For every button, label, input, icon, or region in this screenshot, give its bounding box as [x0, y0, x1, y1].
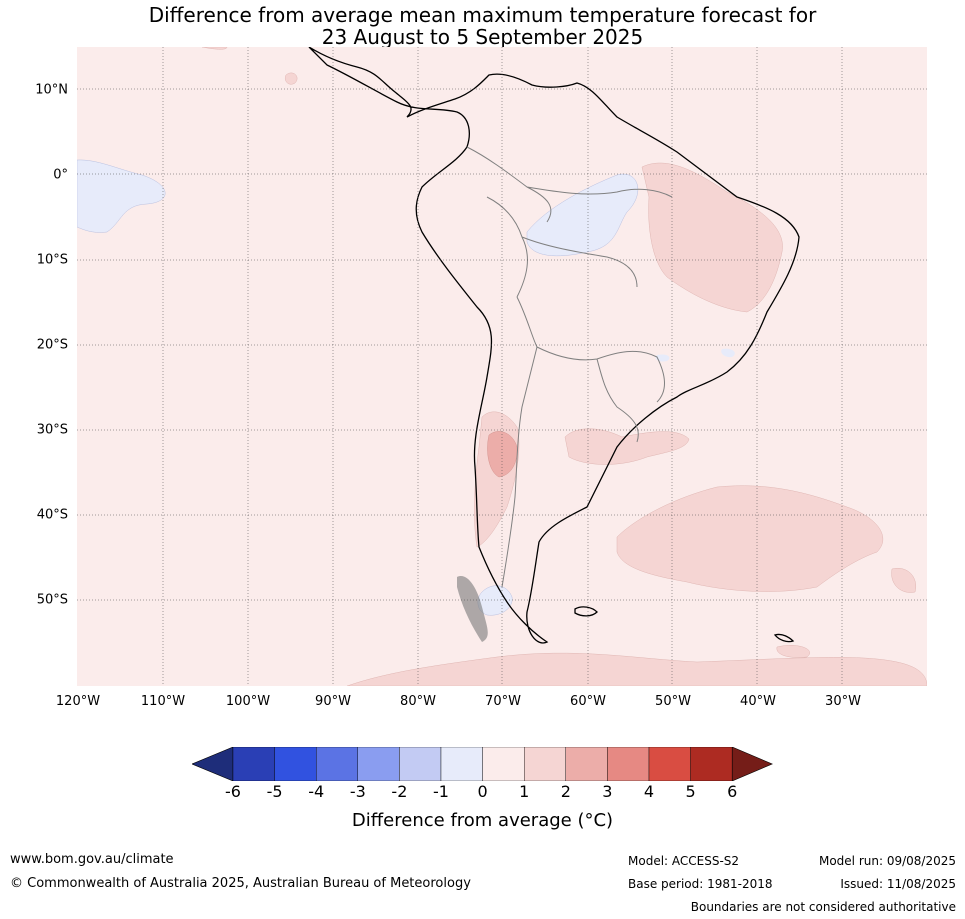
lat-label-50s: 50°S	[36, 592, 68, 608]
colorbar-segment	[565, 746, 608, 782]
colorbar-segment	[357, 746, 400, 782]
colorbar-tick-label: -1	[433, 782, 449, 801]
lon-label-70w: 70°W	[485, 694, 521, 709]
model-run-text: Model run: 09/08/2025	[818, 854, 956, 868]
colorbar-segment	[648, 746, 691, 782]
lon-label-90w: 90°W	[315, 694, 351, 709]
copyright-text: © Commonwealth of Australia 2025, Austra…	[10, 876, 471, 891]
base-period-text: Base period: 1981-2018	[628, 877, 773, 891]
colorbar	[191, 746, 774, 782]
cool-patch-pacific	[77, 159, 166, 233]
colorbar-tick-label: 5	[685, 782, 696, 801]
colorbar-tick-label: 1	[519, 782, 530, 801]
coastline-south-america	[308, 47, 800, 644]
colorbar-tick-label: 4	[643, 782, 655, 801]
website-link[interactable]: www.bom.gov.au/climate	[10, 852, 174, 867]
colorbar-tick-label: 2	[560, 782, 571, 801]
lon-label-110w: 110°W	[140, 694, 186, 709]
colorbar-segment	[482, 746, 525, 782]
colorbar-tick-label: -5	[266, 782, 283, 801]
colorbar-segment	[232, 746, 275, 782]
south-georgia	[773, 633, 795, 643]
graticule	[77, 47, 927, 686]
colorbar-segment	[274, 746, 317, 782]
lon-label-80w: 80°W	[400, 694, 436, 709]
colorbar-segment	[607, 746, 650, 782]
warm-patch-central-chile	[487, 431, 518, 478]
title-line-2: 23 August to 5 September 2025	[321, 25, 644, 49]
lat-label-30s: 30°S	[36, 422, 68, 438]
lon-label-100w: 100°W	[225, 694, 271, 709]
colorbar-extend-high	[731, 746, 773, 782]
colorbar-tick-label: -6	[225, 782, 241, 801]
lon-label-40w: 40°W	[740, 694, 776, 709]
cool-patch-brazil-small	[655, 348, 735, 362]
warm-patch-far-south	[346, 652, 927, 686]
map-svg	[77, 47, 927, 686]
map-frame[interactable]	[77, 47, 927, 686]
warm-patch-atlantic-south	[616, 485, 883, 592]
lat-label-10s: 10°S	[36, 252, 68, 268]
lat-label-20s: 20°S	[36, 337, 68, 353]
country-borders	[466, 146, 673, 588]
colorbar-tick-label: 3	[602, 782, 613, 801]
lon-label-120w: 120°W	[55, 694, 101, 709]
warm-patch-ne-brazil	[641, 162, 783, 313]
warm-patch-uruguay	[564, 428, 690, 465]
warm-patch-small-1	[201, 47, 917, 658]
colorbar-segment	[315, 746, 358, 782]
colorbar-label: Difference from average (°C)	[351, 810, 614, 831]
lat-label-40s: 40°S	[36, 507, 68, 523]
falkland-islands	[574, 606, 598, 617]
colorbar-tick-label: -4	[308, 782, 325, 801]
lon-label-30w: 30°W	[825, 694, 861, 709]
colorbar-segment	[690, 746, 733, 782]
lon-label-50w: 50°W	[655, 694, 691, 709]
disclaimer-text: Boundaries are not considered authoritat…	[690, 900, 956, 914]
lat-label-0: 0°	[53, 167, 68, 183]
colorbar-tick-label: -3	[349, 782, 366, 801]
colorbar-svg	[191, 746, 773, 782]
model-text: Model: ACCESS-S2	[628, 854, 740, 868]
colorbar-tick-label: -2	[391, 782, 408, 801]
colorbar-segment	[399, 746, 442, 782]
issued-text: Issued: 11/08/2025	[840, 877, 956, 891]
lat-label-10n: 10°N	[35, 82, 68, 98]
colorbar-extend-low	[191, 746, 234, 782]
chart-title: Difference from average mean maximum tem…	[0, 4, 965, 48]
tierra-del-fuego	[457, 576, 488, 642]
colorbar-tick-label: 0	[477, 782, 488, 801]
colorbar-tick-label: 6	[727, 782, 738, 801]
lon-label-60w: 60°W	[570, 694, 606, 709]
colorbar-segment	[440, 746, 483, 782]
title-line-1: Difference from average mean maximum tem…	[148, 3, 817, 27]
cool-patch-amazon	[526, 173, 638, 257]
colorbar-segment	[524, 746, 567, 782]
